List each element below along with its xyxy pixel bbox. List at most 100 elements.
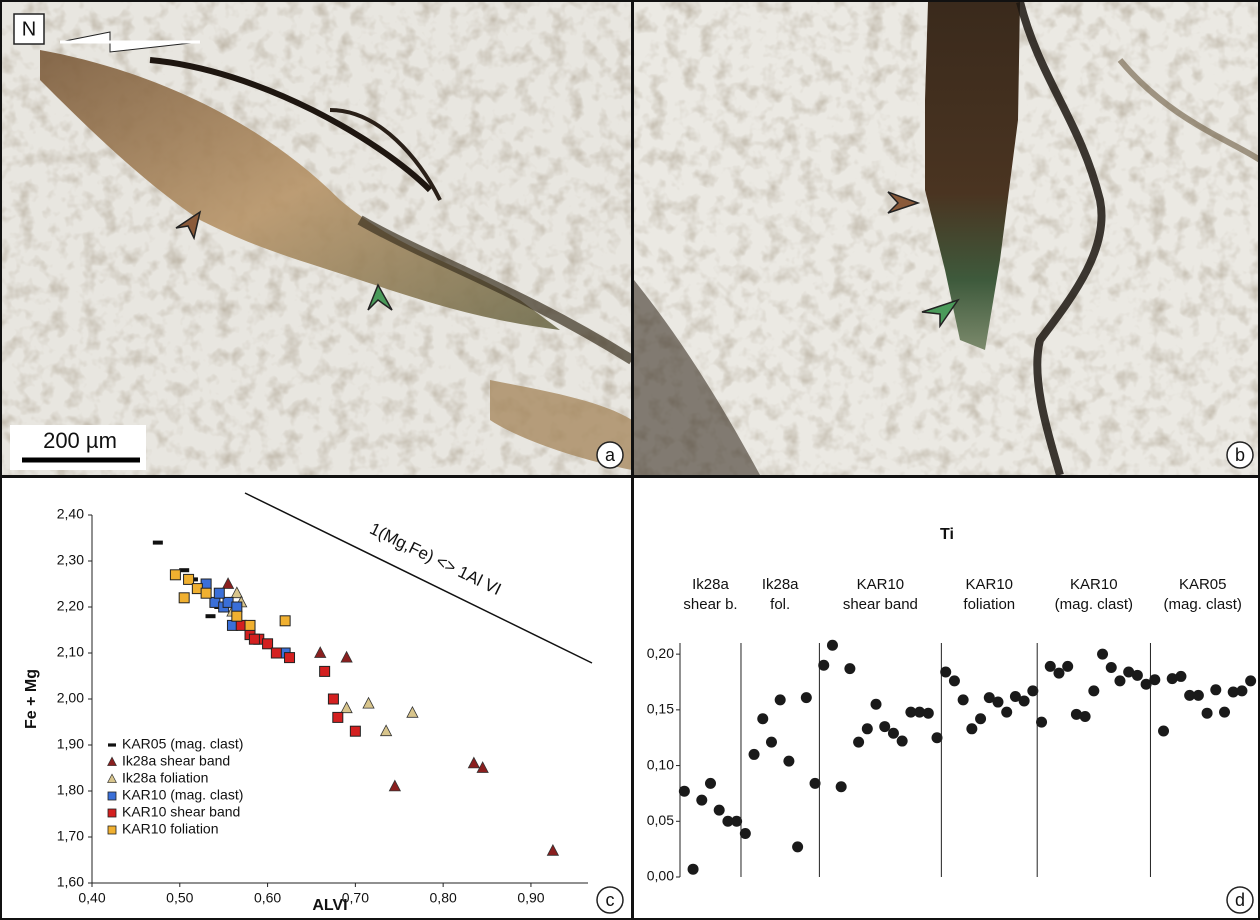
point (800, 692, 812, 704)
group-label: Ik28a (692, 576, 729, 593)
legend-marker (107, 756, 117, 766)
point (739, 828, 751, 840)
point (231, 610, 243, 622)
panel-label-circle (1226, 886, 1254, 914)
point (349, 725, 361, 737)
y-tick-label: 0,10 (647, 756, 674, 772)
group-label: shear band (843, 596, 918, 613)
panel-label: b (1235, 445, 1245, 465)
x-tick-label: 0,50 (166, 890, 193, 906)
point (200, 587, 212, 599)
point (879, 721, 891, 733)
legend-label: Ik28a shear band (122, 753, 230, 769)
point (870, 698, 882, 710)
legend-marker (107, 825, 117, 835)
legend-label: KAR05 (mag. clast) (122, 736, 243, 752)
point (835, 781, 847, 793)
legend-label: KAR10 shear band (122, 804, 240, 820)
point (332, 711, 344, 723)
point (765, 736, 777, 748)
point (231, 601, 243, 613)
point (1018, 695, 1030, 707)
point (678, 785, 690, 797)
point (861, 723, 873, 735)
point (1149, 674, 1161, 686)
y-tick-label: 0,00 (647, 868, 674, 884)
point (1245, 675, 1257, 687)
point (340, 701, 353, 714)
point (244, 619, 256, 631)
point (340, 650, 353, 663)
point (957, 694, 969, 706)
point (1166, 673, 1178, 685)
point (1062, 660, 1074, 672)
point (992, 696, 1004, 708)
legend-marker (108, 743, 116, 747)
point (1227, 686, 1239, 698)
annotation-line (244, 492, 593, 664)
group-label: foliation (963, 596, 1015, 613)
legend-label: Ik28a foliation (122, 770, 208, 786)
point (748, 748, 760, 760)
point (279, 615, 291, 627)
point (774, 694, 786, 706)
point (319, 665, 331, 677)
point (722, 815, 734, 827)
point (213, 587, 225, 599)
scale-bar-label: 200 µm (43, 428, 117, 453)
point (1001, 706, 1013, 718)
point (905, 706, 917, 718)
point (230, 586, 244, 599)
point (1192, 689, 1204, 701)
y-axis-title: Fe + Mg (23, 669, 40, 729)
point (696, 794, 708, 806)
point (731, 815, 743, 827)
point (1201, 707, 1213, 719)
point (467, 756, 481, 769)
y-tick-label: 0,05 (647, 812, 674, 828)
point (262, 638, 274, 650)
group-label: (mag. clast) (1055, 596, 1133, 613)
legend-marker (107, 791, 117, 801)
point (314, 646, 327, 658)
point (406, 705, 419, 718)
y-tick-label: 2,20 (57, 598, 84, 614)
point (853, 736, 865, 748)
point (896, 735, 908, 747)
point (1140, 678, 1152, 690)
point (379, 724, 393, 737)
x-tick-label: 0,90 (517, 890, 544, 906)
point (1236, 685, 1248, 697)
group-label: shear b. (683, 596, 737, 613)
group-label: fol. (770, 596, 790, 613)
point (1088, 685, 1100, 697)
y-tick-label: 2,00 (57, 690, 84, 706)
point (476, 761, 489, 773)
point (183, 573, 195, 585)
point (931, 732, 943, 744)
point (966, 723, 978, 735)
point (388, 779, 402, 792)
panel-label: c (606, 890, 615, 910)
chart-title: Ti (940, 526, 954, 543)
group-label: KAR05 (1179, 576, 1227, 593)
point (1123, 666, 1135, 678)
point (1131, 669, 1143, 681)
point (169, 569, 181, 581)
point (1027, 685, 1039, 697)
group-label: KAR10 (1070, 576, 1118, 593)
point (826, 639, 838, 651)
point (1009, 690, 1021, 702)
group-label: (mag. clast) (1164, 596, 1242, 613)
y-tick-label: 0,15 (647, 701, 674, 717)
point (792, 841, 804, 853)
point (1175, 670, 1187, 682)
y-tick-label: 2,10 (57, 644, 84, 660)
point (327, 693, 339, 705)
point (983, 692, 995, 704)
photo-a: N 200 µm a (2, 2, 635, 475)
point (783, 755, 795, 767)
x-axis-title: ALVI (312, 897, 347, 914)
